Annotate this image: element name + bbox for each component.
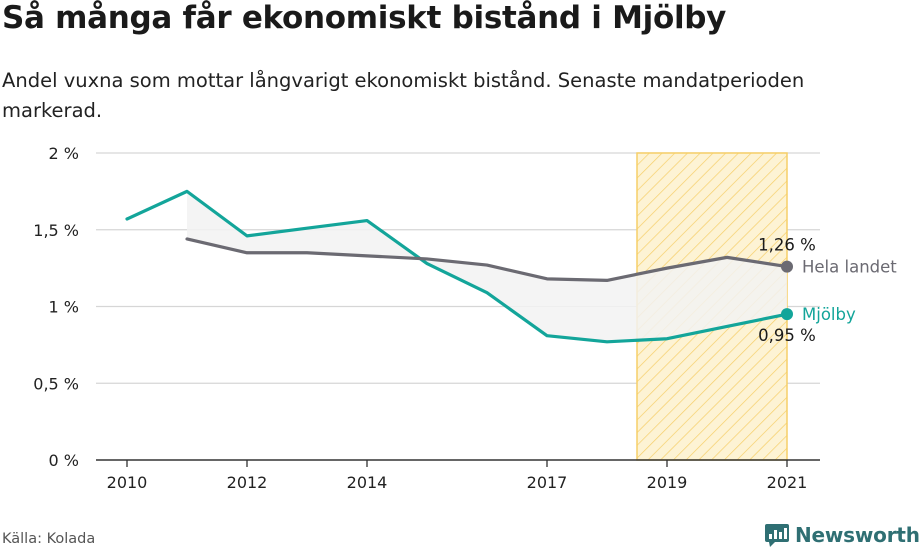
end-point-hela-landet bbox=[781, 260, 793, 273]
y-tick-label: 2 % bbox=[49, 144, 79, 163]
x-tick-label: 2010 bbox=[107, 473, 148, 492]
brand-name: Newsworthy bbox=[795, 523, 920, 547]
chart-title: Så många får ekonomiskt bistånd i Mjölby bbox=[2, 0, 727, 36]
value-label-hela-landet: 1,26 % bbox=[758, 236, 816, 255]
end-point-mjolby bbox=[781, 308, 793, 321]
series-line-hela-landet bbox=[185, 237, 789, 283]
x-tick-label: 2012 bbox=[227, 473, 268, 492]
brand-logo[interactable]: Newsworthy bbox=[764, 520, 920, 550]
legend-label-mjolby: Mjölby bbox=[802, 305, 856, 324]
axes: 0 % 0,5 % 1 % 1,5 % 2 % 2010 2012 2014 2017 2019 2… bbox=[33, 144, 820, 492]
source-note: Källa: Kolada bbox=[2, 531, 96, 547]
y-tick-label: 1,5 % bbox=[33, 221, 79, 240]
x-tick-label: 2021 bbox=[767, 473, 808, 492]
chart-subtitle: Andel vuxna som mottar långvarigt ekonom… bbox=[2, 69, 805, 122]
y-tick-label: 0,5 % bbox=[33, 374, 79, 393]
y-tick-label: 0 % bbox=[49, 451, 79, 470]
x-tick-label: 2017 bbox=[527, 473, 568, 492]
x-tick-label: 2019 bbox=[647, 473, 688, 492]
newsworthy-logo-icon bbox=[765, 524, 789, 547]
x-tick-label: 2014 bbox=[347, 473, 388, 492]
legend-label-hela-landet: Hela landet bbox=[802, 258, 897, 277]
y-tick-label: 1 % bbox=[49, 298, 79, 317]
value-label-mjolby: 0,95 % bbox=[758, 326, 816, 345]
series-line-mjolby bbox=[125, 189, 789, 344]
end-labels: Mjölby Hela landet 1,26 % 0,95 % bbox=[758, 236, 897, 346]
series-lines bbox=[125, 189, 793, 344]
